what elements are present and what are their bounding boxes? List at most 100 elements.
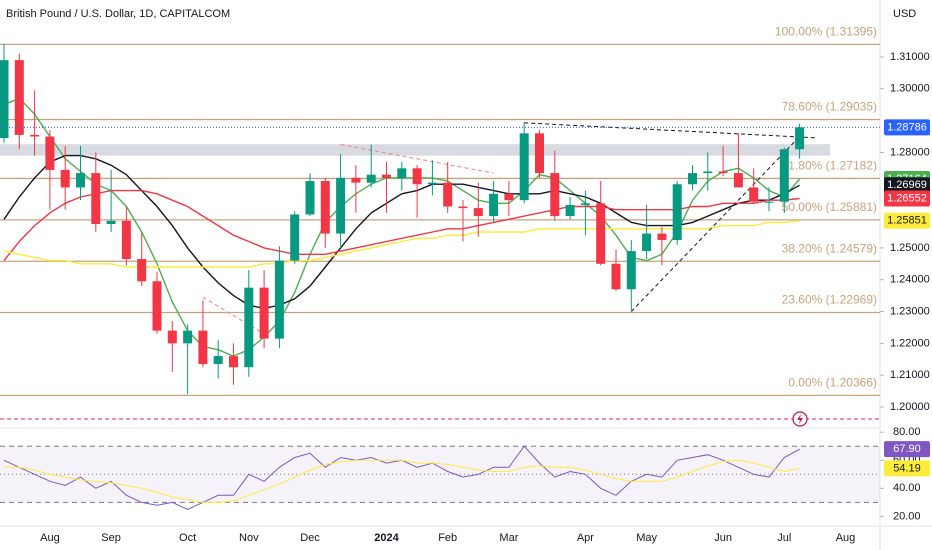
- candle-body: [336, 177, 346, 234]
- candle-body: [152, 281, 162, 331]
- candle-body: [473, 208, 483, 217]
- y-tick-label: 1.24000: [890, 274, 930, 286]
- candle-body: [106, 220, 116, 225]
- candle-body: [489, 193, 499, 217]
- x-tick-label: Dec: [300, 532, 320, 544]
- y-tick-label: 1.30000: [890, 83, 930, 95]
- candle-body: [611, 263, 621, 290]
- plot: 1.31000 1.30000 1.28000 1.25000 1.24000 1.230…: [0, 25, 930, 544]
- rsi-badge: [884, 441, 930, 458]
- candle-body: [749, 187, 759, 202]
- candle-body: [504, 193, 514, 201]
- candle-body: [779, 149, 789, 202]
- price-badge-label: 1.28786: [887, 121, 927, 133]
- candle-body: [290, 214, 300, 261]
- x-tick-label: Oct: [179, 532, 196, 544]
- rsi-tick-label: 80.00: [893, 426, 921, 438]
- candle-body: [121, 220, 131, 260]
- candle-body: [259, 287, 269, 339]
- x-tick-label: Feb: [438, 532, 457, 544]
- rsi-ma-badge: [884, 460, 930, 477]
- x-tick-label: Jul: [777, 532, 791, 544]
- candle-body: [213, 356, 223, 365]
- alert-bolt[interactable]: [797, 414, 803, 424]
- price-badge-label: 1.26969: [887, 179, 927, 191]
- candle-body: [167, 330, 177, 344]
- candle-body: [183, 330, 193, 344]
- candle-body: [519, 133, 529, 201]
- y-tick-label: 1.25000: [890, 242, 930, 254]
- fib-label: 23.60% (1.22969): [782, 293, 877, 307]
- candle-body: [412, 168, 422, 185]
- x-tick-label: Aug: [40, 532, 60, 544]
- candle-body: [244, 287, 254, 368]
- candle-body: [657, 233, 667, 240]
- trendline: [630, 136, 800, 312]
- candle-body: [305, 181, 315, 215]
- currency[interactable]: USD: [893, 8, 916, 20]
- alert-icon[interactable]: [792, 411, 808, 427]
- fib-label: 61.80% (1.27182): [782, 159, 877, 173]
- price-badge: [884, 190, 930, 207]
- candle-body: [76, 173, 85, 188]
- y-tick-label: 1.23000: [890, 305, 930, 317]
- rsi-ma-line: [4, 459, 800, 503]
- candle-body: [565, 204, 575, 217]
- candle-body: [30, 134, 40, 137]
- candle-body: [198, 330, 208, 365]
- candle-body: [274, 260, 284, 339]
- candle-body: [14, 60, 24, 135]
- price-badge: [884, 212, 930, 229]
- y-tick-label: 1.21000: [890, 369, 930, 381]
- candle-body: [672, 184, 682, 240]
- x-tick-label: Nov: [239, 532, 259, 544]
- y-tick-label: 1.28000: [890, 146, 930, 158]
- x-tick-label: May: [636, 532, 657, 544]
- moving-average: [3, 220, 800, 268]
- candle-body: [320, 181, 330, 234]
- candle-body: [764, 201, 774, 203]
- rsi-badge-label: 67.90: [893, 443, 921, 455]
- moving-average: [3, 154, 800, 310]
- candle-body: [703, 171, 713, 174]
- x-tick-label: Jun: [714, 532, 732, 544]
- candle-body: [351, 177, 361, 183]
- fib-label: 0.00% (1.20366): [788, 376, 877, 390]
- price-badge: [884, 177, 930, 194]
- candle-body: [642, 233, 652, 252]
- candle-body: [443, 182, 453, 207]
- moving-average: [3, 189, 800, 262]
- rsi-ma-badge-label: 54.19: [893, 462, 921, 474]
- chart-title: British Pound / U.S. Dollar, 1D, CAPITAL…: [6, 8, 230, 20]
- candle-body: [795, 127, 805, 150]
- candle-body: [60, 169, 70, 188]
- candle-body: [137, 259, 147, 282]
- candle-body: [580, 203, 590, 205]
- candle-body: [688, 173, 697, 185]
- rsi-tick-label: 20.00: [893, 510, 921, 522]
- candle-body: [550, 173, 560, 217]
- fib-label: 50.00% (1.25881): [782, 200, 877, 214]
- resistance-zone: [0, 144, 830, 156]
- x-tick-label: Sep: [101, 532, 121, 544]
- candle-body: [229, 356, 238, 368]
- price-badge: [884, 119, 930, 136]
- trendline: [340, 143, 494, 174]
- candle-body: [91, 173, 101, 225]
- candle-body: [427, 182, 437, 185]
- candle-body: [718, 171, 728, 174]
- candle-body: [535, 133, 544, 174]
- y-tick-label: 1.31000: [890, 51, 930, 63]
- candle-body: [45, 136, 55, 170]
- x-tick-label: Mar: [499, 532, 518, 544]
- candle-body: [458, 206, 468, 209]
- fib-label: 100.00% (1.31395): [775, 25, 877, 39]
- candle-body: [382, 174, 391, 178]
- candle-body: [366, 174, 376, 183]
- x-tick-label: Apr: [577, 532, 594, 544]
- x-tick-label: 2024: [374, 532, 399, 544]
- y-tick-label: 1.20000: [890, 401, 930, 413]
